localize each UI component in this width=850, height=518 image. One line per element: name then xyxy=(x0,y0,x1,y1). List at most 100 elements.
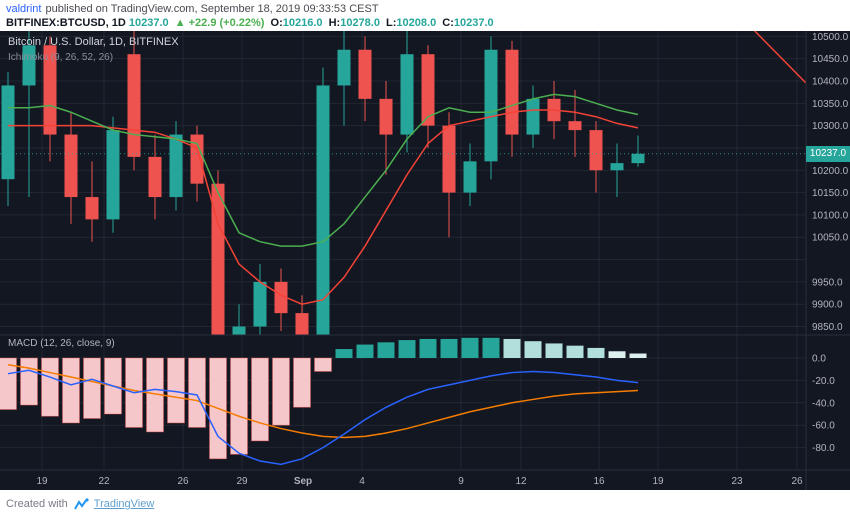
candle-body xyxy=(463,161,477,193)
macd-histogram-bar xyxy=(587,347,605,358)
candle-body xyxy=(421,54,435,126)
macd-histogram-bar xyxy=(419,338,437,358)
date-axis-label[interactable]: 22 xyxy=(98,476,110,487)
open-value: 10216.0 xyxy=(282,17,323,29)
created-with-text: Created with xyxy=(6,498,68,510)
candle-body xyxy=(505,49,519,135)
candle-body xyxy=(337,49,351,86)
candle-body xyxy=(85,197,99,220)
ichimoku-span-line xyxy=(753,31,806,85)
macd-histogram-bar xyxy=(272,357,290,426)
date-axis-label[interactable]: 9 xyxy=(458,476,464,487)
candle-body xyxy=(274,281,288,314)
candle-body xyxy=(232,326,246,335)
date-axis-label[interactable]: 23 xyxy=(731,476,743,487)
date-axis-label[interactable]: 12 xyxy=(515,476,527,487)
candle-body xyxy=(106,130,120,220)
macd-histogram-bar xyxy=(314,357,332,372)
price-axis-label[interactable]: 10400.0 xyxy=(812,76,849,87)
price-axis-label[interactable]: 9850.0 xyxy=(812,322,843,333)
chart-area: 10500.0 10450.0 10400.0 10350.0 10300.0 10200… xyxy=(0,31,850,490)
date-axis-label[interactable]: 16 xyxy=(593,476,605,487)
macd-histogram-bar xyxy=(629,353,647,358)
symbol-info-bar: BITFINEX:BTCUSD, 1D 10237.0 ▲ +22.9 (+0.… xyxy=(0,17,850,31)
macd-histogram-bar xyxy=(545,343,563,358)
candle-body xyxy=(169,134,183,198)
macd-histogram-bar xyxy=(503,338,521,358)
candle-body xyxy=(316,85,330,335)
price-axis-label[interactable]: 10150.0 xyxy=(812,188,849,199)
candle-body xyxy=(211,183,225,335)
tradingview-brand-link[interactable]: TradingView xyxy=(93,498,155,510)
price-axis-label[interactable]: 10100.0 xyxy=(812,210,849,221)
price-axis-label[interactable]: 10450.0 xyxy=(812,54,849,65)
candle-body xyxy=(610,163,624,171)
candle-body xyxy=(22,45,36,86)
candle-body xyxy=(400,54,414,135)
macd-histogram-bar xyxy=(524,341,542,358)
low-label: L: xyxy=(386,17,397,29)
date-axis-label[interactable]: 26 xyxy=(791,476,803,487)
date-axis-label[interactable]: 19 xyxy=(652,476,664,487)
macd-histogram-bar xyxy=(20,357,38,406)
macd-histogram-bar xyxy=(566,345,584,358)
macd-histogram-bar xyxy=(356,344,374,358)
macd-histogram-bar xyxy=(293,357,311,408)
low-value: 10208.0 xyxy=(396,17,437,29)
publish-info-bar: valdrint published on TradingView.com, Se… xyxy=(0,0,850,17)
candle-body xyxy=(43,45,57,135)
ichimoku-conversion-line xyxy=(8,93,639,247)
macd-histogram-bar xyxy=(83,357,101,419)
author-link[interactable]: valdrint xyxy=(6,3,42,15)
macd-axis-label[interactable]: -40.0 xyxy=(812,398,835,409)
interval-label: 1D xyxy=(111,17,126,29)
candle-body xyxy=(1,85,15,180)
candle-body xyxy=(568,121,582,131)
date-axis-label[interactable]: 4 xyxy=(359,476,365,487)
macd-pane xyxy=(0,337,647,466)
price-axis-label[interactable]: 9900.0 xyxy=(812,300,843,311)
macd-histogram-bar xyxy=(251,357,269,442)
price-axis-label[interactable]: 9950.0 xyxy=(812,277,843,288)
candle-body xyxy=(526,98,540,135)
open-label: O: xyxy=(270,17,283,29)
macd-histogram-bar xyxy=(335,349,353,358)
current-price-badge: 10237.0 xyxy=(806,146,850,162)
macd-histogram-bar xyxy=(377,342,395,358)
date-axis-label[interactable]: Sep xyxy=(294,476,312,487)
candle-body xyxy=(358,49,372,99)
candle-body xyxy=(295,313,309,335)
macd-histogram-bar xyxy=(62,357,80,424)
candle-body xyxy=(442,125,456,193)
date-axis-label[interactable]: 29 xyxy=(236,476,248,487)
date-axis-label[interactable]: 26 xyxy=(177,476,189,487)
macd-histogram-bar xyxy=(41,357,59,417)
high-value: 10278.0 xyxy=(340,17,380,29)
candle-body xyxy=(127,54,141,157)
price-axis-label[interactable]: 10350.0 xyxy=(812,99,849,110)
close-value: 10237.0 xyxy=(453,17,494,29)
candle-body xyxy=(148,156,162,198)
price-pane xyxy=(0,31,806,335)
macd-axis-label[interactable]: -20.0 xyxy=(812,376,835,387)
date-axis-label[interactable]: 19 xyxy=(36,476,48,487)
price-axis-label[interactable]: 10200.0 xyxy=(812,166,849,177)
price-change: ▲ +22.9 (+0.22%) xyxy=(174,17,265,29)
macd-axis-label[interactable]: 0.0 xyxy=(812,354,826,365)
tradingview-logo-icon xyxy=(73,497,89,509)
symbol-name: BITFINEX:BTCUSD, xyxy=(6,17,109,29)
macd-histogram-bar xyxy=(188,357,206,428)
price-axis-label[interactable]: 10050.0 xyxy=(812,233,849,244)
macd-histogram-bar xyxy=(440,338,458,358)
price-axis-label[interactable]: 10500.0 xyxy=(812,32,849,43)
candle-body xyxy=(484,49,498,162)
macd-line xyxy=(7,369,639,466)
chart-canvas[interactable]: 10500.0 10450.0 10400.0 10350.0 10300.0 10200… xyxy=(0,31,850,490)
candle-body xyxy=(589,130,603,171)
published-text: published on TradingView.com, September … xyxy=(45,3,379,15)
macd-axis-label[interactable]: -60.0 xyxy=(812,421,835,432)
macd-histogram-bar xyxy=(0,357,17,410)
price-axis-label[interactable]: 10300.0 xyxy=(812,121,849,132)
macd-axis-label[interactable]: -80.0 xyxy=(812,443,835,454)
macd-histogram-bar xyxy=(398,340,416,358)
